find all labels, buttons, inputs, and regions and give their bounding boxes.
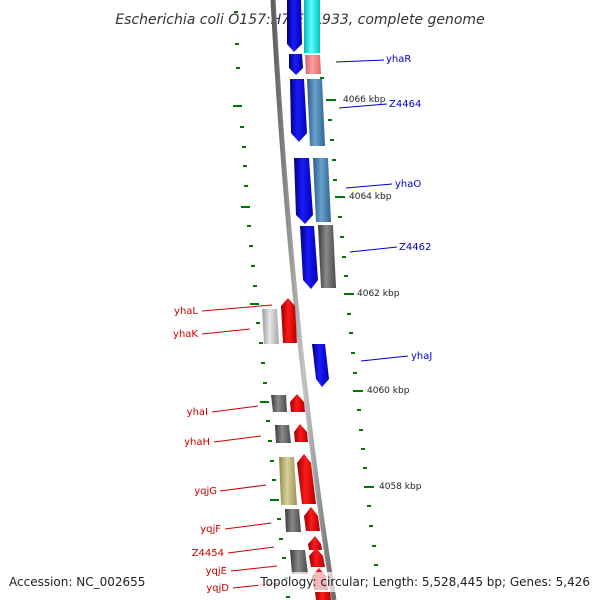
gene-arrow-steel[interactable] — [313, 158, 331, 222]
outer-tick-marks — [308, 5, 378, 566]
gene-label: Z4462 — [399, 242, 431, 253]
gene-arrow-red[interactable] — [309, 548, 325, 567]
gene-label: yhaH — [184, 437, 210, 448]
gene-arrow-blue[interactable] — [290, 79, 307, 142]
gene-arrow-grey[interactable] — [318, 225, 336, 288]
gene-arrow-red-partial[interactable] — [315, 592, 331, 600]
gene-arrow-red[interactable] — [281, 298, 297, 343]
gene-arrow-grey[interactable] — [271, 395, 287, 412]
right-gene-labels: yhaR Z4464 yhaO Z4462 yhaJ — [335, 54, 432, 362]
gene-arrow-blue[interactable] — [289, 54, 303, 75]
genome-backbone — [270, 0, 337, 600]
gene-arrow-light-grey[interactable] — [262, 309, 279, 344]
gene-label: Z4464 — [389, 99, 421, 110]
reverse-strand-genes — [262, 298, 331, 600]
gene-label: yqjD — [206, 583, 229, 594]
gene-label: Z4454 — [192, 548, 224, 559]
gene-arrow-red[interactable] — [297, 454, 316, 504]
gene-label: yhaL — [174, 306, 198, 317]
forward-strand-genes — [287, 0, 336, 387]
gene-label: yhaO — [395, 179, 421, 190]
accession-text: Accession: NC_002655 — [9, 575, 145, 589]
gene-arrow-grey[interactable] — [275, 425, 291, 443]
kbp-label: 4064 kbp — [349, 192, 392, 202]
gene-arrow-red[interactable] — [294, 424, 308, 442]
gene-arrow-cyan[interactable] — [304, 0, 320, 53]
gene-label: yqjE — [206, 566, 227, 577]
gene-label: yhaR — [386, 54, 411, 65]
gene-label: yhaK — [173, 329, 198, 340]
kbp-label: 4066 kbp — [343, 95, 386, 105]
gene-label: yqjG — [194, 486, 217, 497]
kbp-tick-labels: 4066 kbp 4064 kbp 4062 kbp 4060 kbp 4058… — [343, 95, 422, 492]
footer-backdrop — [258, 572, 594, 592]
gene-arrow-olive[interactable] — [279, 457, 297, 505]
kbp-label: 4058 kbp — [379, 482, 422, 492]
gene-label: yhaI — [187, 407, 208, 418]
gene-arrow-red[interactable] — [290, 394, 305, 412]
left-gene-labels: yhaL yhaK yhaI yhaH yqjG yqjF Z4454 yqjE… — [173, 304, 281, 594]
inner-tick-marks — [233, 11, 290, 598]
gene-arrow-grey[interactable] — [290, 550, 308, 574]
gene-arrow-blue[interactable] — [312, 344, 329, 387]
gene-arrow-blue[interactable] — [294, 158, 313, 224]
kbp-label: 4062 kbp — [357, 289, 400, 299]
gene-arrow-grey[interactable] — [285, 509, 301, 532]
genome-summary-text: Topology: circular; Length: 5,528,445 bp… — [259, 575, 590, 589]
gene-arrow-blue[interactable] — [300, 226, 318, 289]
gene-arrow-pink[interactable] — [305, 55, 321, 74]
kbp-label: 4060 kbp — [367, 386, 410, 396]
gene-arrow-steel[interactable] — [307, 79, 325, 146]
gene-label: yqjF — [200, 524, 221, 535]
gene-arrow-red[interactable] — [304, 507, 320, 531]
gene-arrow-red[interactable] — [308, 536, 322, 550]
gene-arrow-blue[interactable] — [287, 0, 302, 52]
gene-label: yhaJ — [411, 351, 432, 362]
